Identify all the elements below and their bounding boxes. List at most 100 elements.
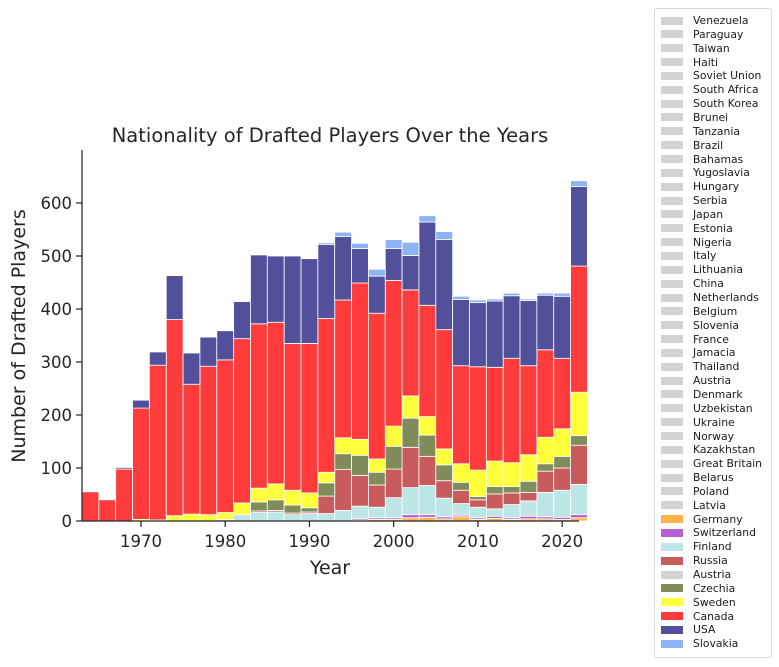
legend-swatch <box>661 473 683 482</box>
legend-item: Austria <box>661 374 731 387</box>
legend-label: France <box>693 332 729 346</box>
legend-swatch <box>661 625 683 634</box>
bar-finland-1987 <box>283 514 302 522</box>
bar-slovakia-2011 <box>485 298 504 302</box>
bar-finland-2013 <box>502 504 521 519</box>
bar-canada-2001 <box>401 289 420 397</box>
bar-usa-1967 <box>115 467 133 470</box>
x-tick-label: 2020 <box>541 532 583 551</box>
bar-sweden-2001 <box>401 395 420 419</box>
bar-czechia-2015 <box>519 480 538 493</box>
bar-sweden-2015 <box>519 454 538 482</box>
legend-label: Great Britain <box>693 457 763 471</box>
bar-usa-2007 <box>452 299 470 367</box>
bar-canada-2007 <box>452 365 470 465</box>
legend-swatch <box>661 335 683 344</box>
legend-label: Czechia <box>693 581 736 595</box>
bar-russia-1991 <box>317 495 336 514</box>
x-tick-label: 2000 <box>373 532 415 551</box>
bar-sweden-1983 <box>250 487 268 503</box>
legend-swatch <box>661 570 683 579</box>
bar-usa-2013 <box>502 295 521 359</box>
legend-item: Tanzania <box>661 125 740 138</box>
bar-usa-1973 <box>165 275 184 320</box>
x-axis-label: Year <box>309 557 350 579</box>
bar-finland-2021 <box>570 484 588 516</box>
legend-label: Finland <box>693 540 732 554</box>
bar-canada-1965 <box>98 499 117 522</box>
x-tick-label: 2010 <box>457 532 499 551</box>
bar-sweden-1985 <box>266 483 285 501</box>
legend-item: Jamacia <box>661 346 736 359</box>
bar-russia-1993 <box>334 469 352 511</box>
bar-russia-2001 <box>401 446 420 489</box>
legend-item: Haiti <box>661 56 718 69</box>
legend-swatch <box>661 639 683 648</box>
bar-finland-2001 <box>401 487 420 516</box>
bar-sweden-1981 <box>233 502 251 516</box>
bar-canada-2019 <box>553 357 571 430</box>
bar-finland-1993 <box>334 509 352 522</box>
bar-slovakia-2001 <box>401 241 420 256</box>
legend-label: Germany <box>693 512 743 526</box>
bar-slovakia-2005 <box>435 231 454 240</box>
bar-finland-2015 <box>519 500 538 517</box>
bar-sweden-2013 <box>502 462 521 487</box>
legend-item: Switzerland <box>661 526 756 539</box>
legend-item: Slovenia <box>661 319 739 332</box>
bar-sweden-2005 <box>435 448 454 466</box>
bar-russia-1999 <box>384 468 403 499</box>
bar-usa-1977 <box>199 336 218 367</box>
bar-canada-2015 <box>519 365 538 456</box>
bar-canada-2009 <box>469 366 487 471</box>
bar-czechia-2007 <box>452 481 470 491</box>
bar-czechia-1983 <box>250 501 268 512</box>
bar-canada-1983 <box>250 323 268 489</box>
legend-item: Kazakhstan <box>661 443 755 456</box>
legend-label: Ukraine <box>693 415 735 429</box>
legend-swatch <box>661 432 683 440</box>
legend-label: Switzerland <box>693 526 756 540</box>
legend-swatch <box>661 390 683 399</box>
bar-russia-1997 <box>368 484 386 508</box>
legend-swatch <box>661 321 683 330</box>
bar-sweden-1999 <box>384 425 403 447</box>
legend-label: Italy <box>693 249 717 263</box>
legend-item: Hungary <box>661 180 739 193</box>
legend-label: Jamacia <box>693 346 736 360</box>
legend-label: Japan <box>693 207 724 221</box>
bar-canada-2011 <box>485 366 504 462</box>
bar-sweden-1989 <box>300 492 319 509</box>
legend-item: Finland <box>661 540 732 553</box>
bar-sweden-1977 <box>199 514 218 522</box>
bar-slovakia-2015 <box>519 298 538 301</box>
legend-swatch <box>661 44 683 53</box>
legend-swatch <box>661 293 683 302</box>
bar-slovakia-2013 <box>502 292 521 297</box>
bar-slovakia-2017 <box>536 292 555 296</box>
bar-usa-1975 <box>182 352 201 385</box>
bar-sweden-2019 <box>553 428 571 457</box>
bar-slovakia-2009 <box>469 299 487 304</box>
legend-swatch <box>661 598 683 607</box>
bar-usa-2009 <box>469 302 487 368</box>
bar-canada-1993 <box>334 299 352 439</box>
legend-item: Taiwan <box>661 42 730 55</box>
legend-label: Venezuela <box>693 14 749 27</box>
bar-canada-1987 <box>283 343 302 491</box>
bar-sweden-2017 <box>536 436 555 465</box>
bar-canada-1967 <box>115 468 133 522</box>
legend-swatch <box>661 584 683 593</box>
bar-usa-1999 <box>384 248 403 281</box>
bar-finland-1995 <box>351 505 369 519</box>
bar-canada-1995 <box>351 282 369 440</box>
y-tick-label: 600 <box>41 194 73 213</box>
legend-swatch <box>661 127 683 136</box>
bar-czechia-1995 <box>351 454 369 476</box>
legend-label: South Africa <box>693 83 759 97</box>
legend-label: Thailand <box>693 360 740 374</box>
legend-item: Bahamas <box>661 153 743 166</box>
chart-title: Nationality of Drafted Players Over the … <box>112 124 549 147</box>
y-tick-label: 200 <box>41 406 73 425</box>
legend-label: Hungary <box>693 180 740 194</box>
